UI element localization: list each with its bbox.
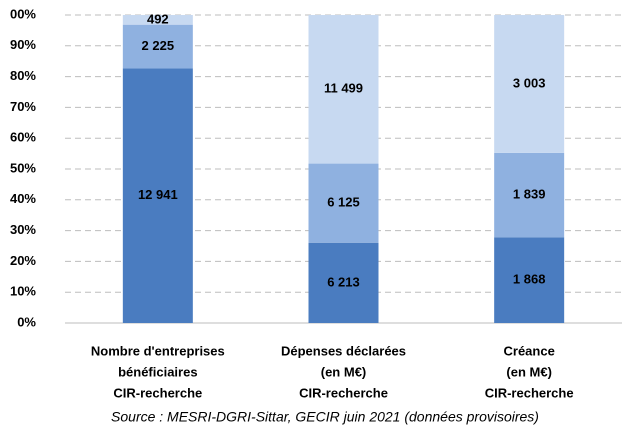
x-tick-label: bénéficiaires [118, 364, 198, 379]
y-tick-label: 0% [17, 314, 36, 329]
x-tick-label: CIR-recherche [299, 385, 388, 400]
value-label: 6 125 [327, 195, 360, 210]
value-label: 492 [147, 11, 169, 26]
y-tick-label: 50% [10, 160, 36, 175]
x-tick-label: Nombre d'entreprises [91, 343, 225, 358]
value-label: 1 839 [513, 186, 546, 201]
y-tick-label: 70% [10, 99, 36, 114]
x-tick-label: Créance [504, 343, 555, 358]
bar-segment [122, 68, 193, 323]
bar-segment [494, 237, 565, 323]
bar-segment [494, 15, 565, 153]
y-tick-label: 30% [10, 222, 36, 237]
bar-segment [122, 15, 193, 25]
value-label: 12 941 [138, 187, 178, 202]
y-tick-label: 00% [10, 6, 36, 21]
source-note: Source : MESRI-DGRI-Sittar, GECIR juin 2… [111, 409, 539, 425]
value-label: 3 003 [513, 75, 546, 90]
x-tick-label: CIR-recherche [485, 385, 574, 400]
y-tick-label: 90% [10, 37, 36, 52]
y-tick-label: 60% [10, 130, 36, 145]
bar-segment [308, 163, 379, 243]
value-label: 1 868 [513, 272, 546, 287]
x-tick-label: (en M€) [321, 364, 367, 379]
x-tick-label: Dépenses déclarées [281, 343, 406, 358]
value-label: 6 213 [327, 274, 360, 289]
x-tick-label: (en M€) [506, 364, 552, 379]
bar-segment [494, 152, 565, 238]
value-label: 11 499 [324, 81, 363, 96]
value-label: 2 225 [142, 38, 175, 53]
y-tick-label: 10% [10, 284, 36, 299]
y-tick-label: 40% [10, 191, 36, 206]
x-tick-label: CIR-recherche [113, 385, 202, 400]
bar-segment [122, 24, 193, 69]
y-tick-label: 20% [10, 253, 36, 268]
bar-segment [308, 242, 379, 323]
y-tick-label: 80% [10, 68, 36, 83]
bar-segment [308, 15, 379, 164]
